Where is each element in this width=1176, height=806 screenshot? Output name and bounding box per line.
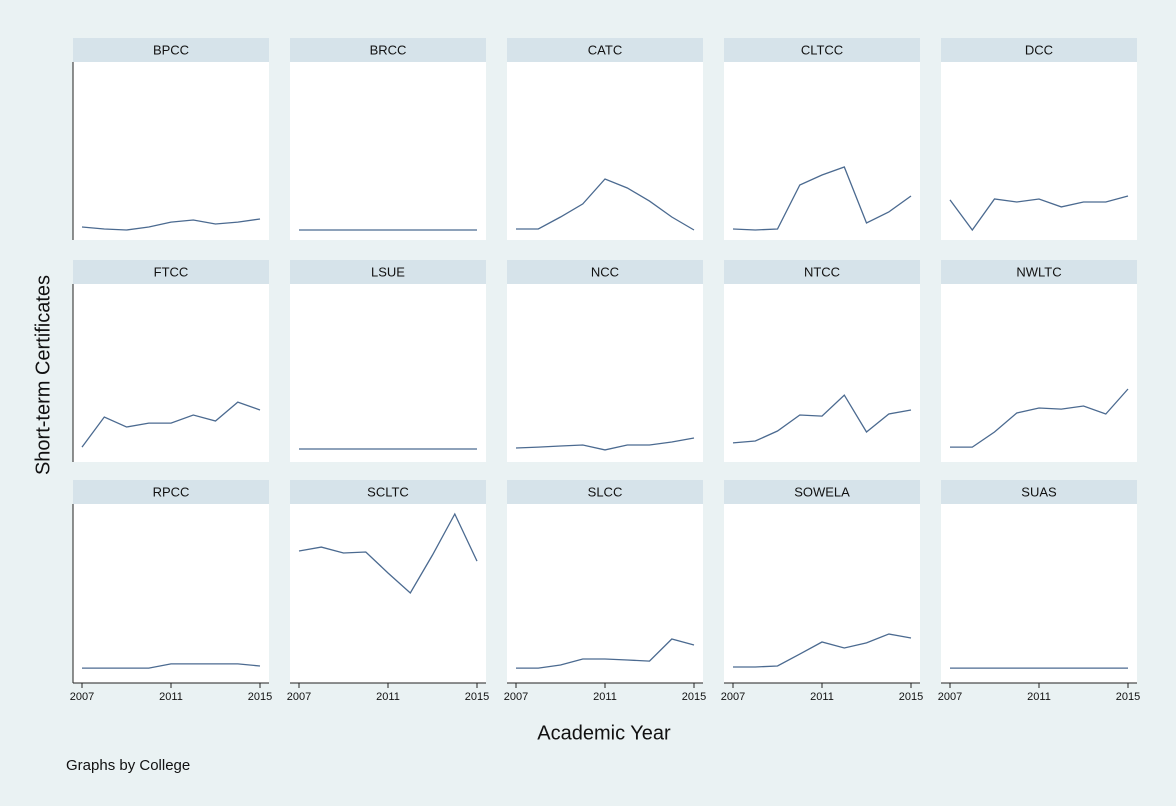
panel-title: BPCC (153, 42, 189, 57)
note: Graphs by College (66, 757, 190, 774)
x-tick-label: 2011 (593, 691, 617, 703)
plot-area (941, 284, 1137, 462)
x-tick-label: 2007 (504, 691, 528, 703)
x-tick-label: 2015 (248, 691, 272, 703)
panel-title: CLTCC (801, 42, 843, 57)
panel-header (507, 480, 703, 504)
x-tick-label: 2011 (159, 691, 183, 703)
panel-title: NTCC (804, 264, 840, 279)
series-line (516, 638, 695, 669)
x-tick-label: 2007 (287, 691, 311, 703)
y-axis-title: Short-term Certificates (32, 275, 54, 475)
x-tick-label: 2015 (899, 691, 923, 703)
panel-header (290, 38, 486, 62)
panel-header (724, 260, 920, 284)
panel-header (290, 480, 486, 504)
plot-area (724, 62, 920, 240)
panel-title: SOWELA (794, 484, 850, 499)
x-tick-label: 2007 (70, 691, 94, 703)
panel-title: CATC (588, 42, 622, 57)
x-tick-label: 2011 (376, 691, 400, 703)
x-tick-label: 2007 (721, 691, 745, 703)
plot-area (941, 62, 1137, 240)
plot-area (73, 284, 269, 462)
panel-title: LSUE (371, 264, 405, 279)
x-tick-label: 2011 (810, 691, 834, 703)
panel-title: NWLTC (1016, 264, 1061, 279)
series-line (82, 663, 261, 669)
series-line (732, 166, 912, 231)
panel-title: RPCC (153, 484, 190, 499)
plot-area (507, 284, 703, 462)
plot-area (73, 62, 269, 240)
series-line (81, 401, 261, 448)
plot-area (724, 504, 920, 683)
series-line (732, 394, 912, 444)
plot-area (290, 284, 486, 462)
panel-title: DCC (1025, 42, 1053, 57)
series-line (298, 512, 478, 595)
plot-area (290, 62, 486, 240)
panel-header (290, 260, 486, 284)
panel-header (73, 480, 269, 504)
panel-title: BRCC (370, 42, 407, 57)
x-axis-title: Academic Year (537, 722, 671, 744)
plot-area (290, 504, 486, 683)
panel-title: NCC (591, 264, 619, 279)
series-line (950, 388, 1129, 448)
panel-header (73, 38, 269, 62)
series-line (516, 178, 695, 231)
plot-area (73, 504, 269, 683)
plot-area (941, 504, 1137, 683)
panel-header (507, 38, 703, 62)
panel-header (724, 38, 920, 62)
panel-title: FTCC (154, 264, 189, 279)
x-tick-label: 2011 (1027, 691, 1051, 703)
series-line (515, 437, 695, 451)
panel-header (941, 480, 1137, 504)
plot-area (507, 62, 703, 240)
panel-header (73, 260, 269, 284)
x-tick-label: 2007 (938, 691, 962, 703)
panel-title: SUAS (1021, 484, 1057, 499)
panel-header (941, 38, 1137, 62)
x-tick-label: 2015 (465, 691, 489, 703)
x-tick-label: 2015 (1116, 691, 1140, 703)
panel-title: SCLTC (367, 484, 409, 499)
series-line (949, 195, 1129, 232)
panel-title: SLCC (588, 484, 623, 499)
panel-header (941, 260, 1137, 284)
panel-header (507, 260, 703, 284)
plot-area (724, 284, 920, 462)
series-line (733, 633, 912, 668)
panel-header (724, 480, 920, 504)
x-tick-label: 2015 (682, 691, 706, 703)
series-line (81, 218, 261, 231)
plot-area (507, 504, 703, 683)
